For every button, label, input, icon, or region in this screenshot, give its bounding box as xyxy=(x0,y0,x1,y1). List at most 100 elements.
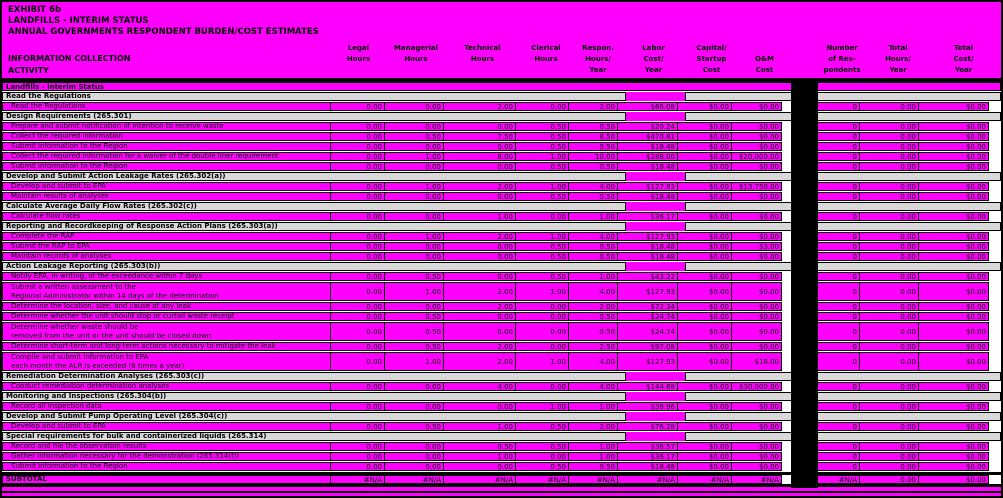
cell-managerial: 0.50 xyxy=(384,322,444,341)
section-row: Reporting and Recordkeeping of Response … xyxy=(2,222,1001,231)
cell-clerical: 1.00 xyxy=(515,232,569,241)
cell-technical: 0.00 xyxy=(443,162,516,171)
column-header-managerial: Managerial Hours xyxy=(386,43,446,76)
cell-labor-cost: $18.48 xyxy=(617,192,678,201)
column-header-line: Year xyxy=(889,66,907,74)
cell-resp-hours: 0.50 xyxy=(568,162,618,171)
cell-om-cost: $0.00 xyxy=(731,312,782,321)
cell-total-hours: 0.00 xyxy=(859,402,919,411)
activity-cell: Submit information to the Region xyxy=(2,142,331,151)
cell-om-cost: $0.00 xyxy=(731,102,782,111)
redaction-bar xyxy=(791,82,818,488)
cell-clerical: 1.00 xyxy=(515,152,569,161)
table-row: Submit information to the Region 0.00 0.00… xyxy=(2,162,1001,171)
activity-cell: Complete the RAP xyxy=(2,232,331,241)
cell-resp-hours: #N/A xyxy=(568,475,618,484)
cell-legal: 0.00 xyxy=(330,342,385,351)
table-row: Gather information necessary for the dem… xyxy=(2,452,1001,461)
column-header-line: Hours/ xyxy=(885,55,911,63)
cell-labor-cost: $144.68 xyxy=(617,382,678,391)
cell-capital-cost: $0.00 xyxy=(677,462,732,471)
cell-technical: 0.00 xyxy=(443,322,516,341)
section-row: Calculate Average Daily Flow Rates (265.… xyxy=(2,202,1001,211)
column-header-capital-cost: Capital/Startup Cost xyxy=(684,43,739,76)
cell-capital-cost: $0.00 xyxy=(677,122,732,131)
cell-resp-hours: 0.50 xyxy=(568,462,618,471)
cell-managerial: 0.50 xyxy=(384,342,444,351)
cell-legal: 0.00 xyxy=(330,182,385,191)
activity-cell: Determine whether waste should be removed… xyxy=(2,322,331,341)
activity-cell: Record and file the observation results xyxy=(2,442,331,451)
cell-total-hours: 0.00 xyxy=(859,132,919,141)
cell-resp-hours: 2.00 xyxy=(568,422,618,431)
cell-total-hours: 0.00 xyxy=(859,282,919,301)
column-header-line: Cost/ xyxy=(643,55,664,63)
cell-labor-cost: $76.28 xyxy=(617,422,678,431)
cell-total-cost: $0.00 xyxy=(918,342,989,351)
cell-clerical: 0.00 xyxy=(515,102,569,111)
activity-cell: Collect the required information xyxy=(2,132,331,141)
cell-technical: 0.00 xyxy=(443,122,516,131)
cell-technical: 0.00 xyxy=(443,252,516,261)
section-row: Special requirements for bulk and contai… xyxy=(2,432,1001,441)
cell-om-cost: $0.00 xyxy=(731,122,782,131)
cell-total-hours: 0.00 xyxy=(859,302,919,311)
column-header-om-cost: O&M Cost xyxy=(739,43,790,76)
table-row: Submit information to the Region 0.00 0.00… xyxy=(2,462,1001,471)
cell-legal: 0.00 xyxy=(330,382,385,391)
cell-clerical: 0.50 xyxy=(515,272,569,281)
cell-om-cost: $0.00 xyxy=(731,142,782,151)
cell-total-cost: $0.00 xyxy=(918,312,989,321)
cell-labor-cost: $36.17 xyxy=(617,452,678,461)
band-row: Landfills - Interim Status xyxy=(2,82,1001,91)
cell-managerial: 0.00 xyxy=(384,462,444,471)
cell-total-cost: $0.00 xyxy=(918,192,989,201)
cell-resp-hours: 1.00 xyxy=(568,442,618,451)
section-labor-cell xyxy=(625,412,686,421)
table-row: Conduct remediation determination analys… xyxy=(2,382,1001,391)
activity-cell: SUBTOTAL xyxy=(2,475,331,484)
cell-capital-cost: $0.00 xyxy=(677,142,732,151)
column-header-clerical: Clerical Hours xyxy=(519,43,573,76)
cell-legal: 0.00 xyxy=(330,232,385,241)
cell-om-cost: $0.00 xyxy=(731,452,782,461)
cell-labor-cost: $18.48 xyxy=(617,162,678,171)
cell-total-hours: 0.00 xyxy=(859,162,919,171)
cell-total-hours: 0.00 xyxy=(859,182,919,191)
column-header-spacer xyxy=(2,43,331,76)
column-header-line xyxy=(519,65,573,76)
cell-total-cost: $0.00 xyxy=(918,182,989,191)
cell-managerial: 1.00 xyxy=(384,152,444,161)
cell-om-cost: $13,750.00 xyxy=(731,182,782,191)
activity-cell: Prepare and submit notification of inten… xyxy=(2,122,331,131)
activity-cell: Compile and submit information to EPA eac… xyxy=(2,352,331,371)
activity-label: SUBTOTAL xyxy=(6,475,47,483)
cell-managerial: 0.50 xyxy=(384,312,444,321)
section-label: Read the Regulations xyxy=(6,92,91,100)
cell-clerical: 1.00 xyxy=(515,352,569,371)
cell-technical: 8.00 xyxy=(443,152,516,161)
activity-cell: Submit information to the Region xyxy=(2,162,331,171)
cell-managerial: 0.00 xyxy=(384,402,444,411)
column-header-line: Year xyxy=(589,66,607,74)
activity-cell: Gather information necessary for the dem… xyxy=(2,452,331,461)
cell-clerical: 0.00 xyxy=(515,322,569,341)
cell-resp-hours: 0.50 xyxy=(568,242,618,251)
cell-technical: 0.00 xyxy=(443,462,516,471)
cell-om-cost: $20,000.00 xyxy=(731,152,782,161)
cell-labor-cost: $36.17 xyxy=(617,212,678,221)
column-header-line: Year xyxy=(644,66,663,74)
cell-clerical: 0.50 xyxy=(515,462,569,471)
cell-total-hours: 0.00 xyxy=(859,242,919,251)
cell-technical: 0.00 xyxy=(443,402,516,411)
cell-labor-cost: $18.48 xyxy=(617,142,678,151)
column-headers: Legal Hours Managerial Hours Technical Hours C… xyxy=(2,43,999,76)
cell-capital-cost: $0.00 xyxy=(677,162,732,171)
cell-managerial: 0.00 xyxy=(384,452,444,461)
cell-resp-hours: 1.00 xyxy=(568,452,618,461)
exhibit-number: EXHIBIT 6b xyxy=(8,5,62,15)
activity-cell: Develop and submit to EPA xyxy=(2,422,331,431)
cell-om-cost: #N/A xyxy=(731,475,782,484)
cell-total-hours: 0.00 xyxy=(859,122,919,131)
cell-resp-hours: 1.00 xyxy=(568,402,618,411)
